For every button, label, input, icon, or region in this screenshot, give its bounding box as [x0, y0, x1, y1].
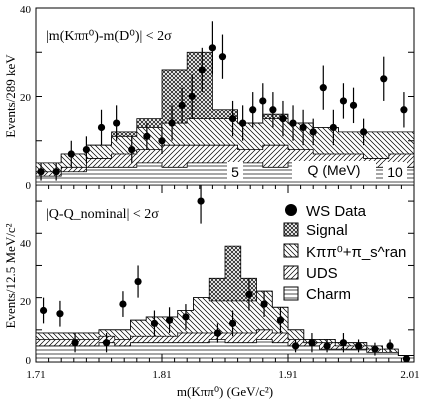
top-ytick-40: 40 [20, 4, 32, 16]
bottom-plot-area [35, 185, 415, 363]
bottom-ws-data-point [71, 339, 79, 347]
bottom-ws-data-point [150, 319, 159, 327]
top-ytick-0: 0 [26, 180, 32, 192]
top-ws-data-point [168, 119, 176, 127]
xtick-2-01: 2.01 [400, 369, 419, 381]
bottom-ws-data-point [402, 355, 411, 363]
legend-label-uds: UDS [306, 265, 338, 282]
bottom-ws-data-point [354, 342, 363, 350]
legend-swatch-signal [283, 222, 299, 237]
bottom-ws-data-point [102, 339, 111, 347]
top-ws-data-point [143, 132, 151, 140]
bottom-ws-data-point [260, 300, 268, 308]
top-ws-data-point [400, 106, 408, 114]
q-tick-5: 5 [231, 164, 239, 180]
bottom-ws-data-point [39, 306, 48, 315]
legend-label-kpp: Kππ⁰+π_s^ran [306, 244, 406, 261]
bottom-ws-data-point [197, 197, 205, 205]
q-axis-label-bg [292, 161, 376, 179]
bottom-ws-data-point [119, 300, 127, 308]
top-ws-data-point [259, 97, 267, 105]
legend-swatch-uds [283, 265, 299, 280]
top-ws-data-point [52, 168, 60, 176]
legend: WS Data Signal Kππ⁰+π_s^ran UDS Charm [283, 203, 406, 303]
top-ws-data-point [178, 101, 186, 109]
bottom-ytick-0: 0 [26, 355, 32, 367]
top-ws-data-point [269, 106, 277, 114]
xtick-1-71: 1.71 [26, 369, 45, 381]
top-ws-data-point [329, 123, 337, 132]
legend-label-charm: Charm [306, 286, 351, 303]
top-ws-data-point [299, 123, 307, 132]
top-ws-data-point [218, 53, 227, 61]
xtick-1-81: 1.81 [152, 369, 171, 381]
bottom-y-axis-label: Events/12.5 MeV/c² [3, 223, 18, 328]
top-ws-data-point [82, 146, 90, 154]
bottom-ws-data-point [386, 342, 394, 350]
top-ws-data-point [188, 92, 196, 101]
bottom-ws-data-point [339, 339, 348, 347]
legend-swatch-ws-data [285, 204, 297, 216]
legend-swatch-kpp [283, 243, 299, 258]
xtick-1-91: 1.91 [278, 369, 297, 381]
top-ws-data-point [380, 75, 388, 83]
top-ws-data-point [360, 128, 368, 136]
bottom-ytick-40: 40 [20, 238, 32, 250]
top-ws-data-point [309, 128, 317, 136]
top-ws-data-point [198, 66, 206, 74]
bottom-ws-data-point [165, 316, 174, 324]
top-plot-area [35, 21, 415, 186]
top-ws-data-point [128, 146, 136, 154]
top-ws-data-point [319, 84, 327, 92]
bottom-ws-data-point [291, 342, 300, 350]
top-ws-data-point [67, 150, 75, 158]
bottom-ws-data-point [276, 316, 285, 324]
bottom-ws-data-point [182, 313, 190, 321]
bottom-ws-data-point [323, 342, 331, 350]
q-tick-10-bg [383, 162, 407, 180]
legend-label-ws-data: WS Data [306, 203, 367, 220]
top-ws-data-point [97, 123, 106, 132]
x-axis-label: m(Kππ⁰) (GeV/c²) [177, 384, 273, 399]
top-ws-data-point [349, 101, 358, 109]
bottom-ws-data-point [213, 329, 222, 337]
bottom-ws-data-point [134, 277, 142, 286]
top-ytick-20: 20 [20, 92, 32, 104]
top-ws-data-point [239, 119, 247, 127]
top-cut-label: |m(Kππ⁰)-m(D⁰)| < 2σ [46, 29, 172, 44]
bottom-ws-data-point [228, 319, 237, 327]
top-ws-data-point [158, 137, 166, 145]
top-ws-data-point [113, 119, 121, 127]
top-ws-data-point [37, 168, 45, 176]
q-tick-10: 10 [387, 164, 403, 180]
bottom-cut-label: |Q-Q_nominal| < 2σ [46, 207, 159, 222]
bottom-ws-data-point [371, 345, 379, 353]
q-axis-label: Q (MeV) [308, 162, 361, 178]
top-ws-data-point [249, 106, 257, 114]
top-ws-data-point [228, 115, 237, 123]
bottom-ws-data-point [56, 310, 64, 318]
bottom-ws-data-point [245, 290, 253, 299]
top-ws-data-point [208, 44, 216, 52]
bottom-ws-data-point [308, 339, 316, 347]
bottom-ytick-20: 20 [20, 296, 32, 308]
top-ws-data-point [279, 115, 287, 123]
legend-label-signal: Signal [306, 222, 348, 239]
legend-swatch-charm [283, 286, 299, 301]
top-y-axis-label: Events/289 keV [3, 54, 18, 138]
top-ws-data-point [289, 119, 297, 127]
top-ws-data-point [339, 97, 348, 105]
q-tick-5-bg [227, 162, 243, 180]
